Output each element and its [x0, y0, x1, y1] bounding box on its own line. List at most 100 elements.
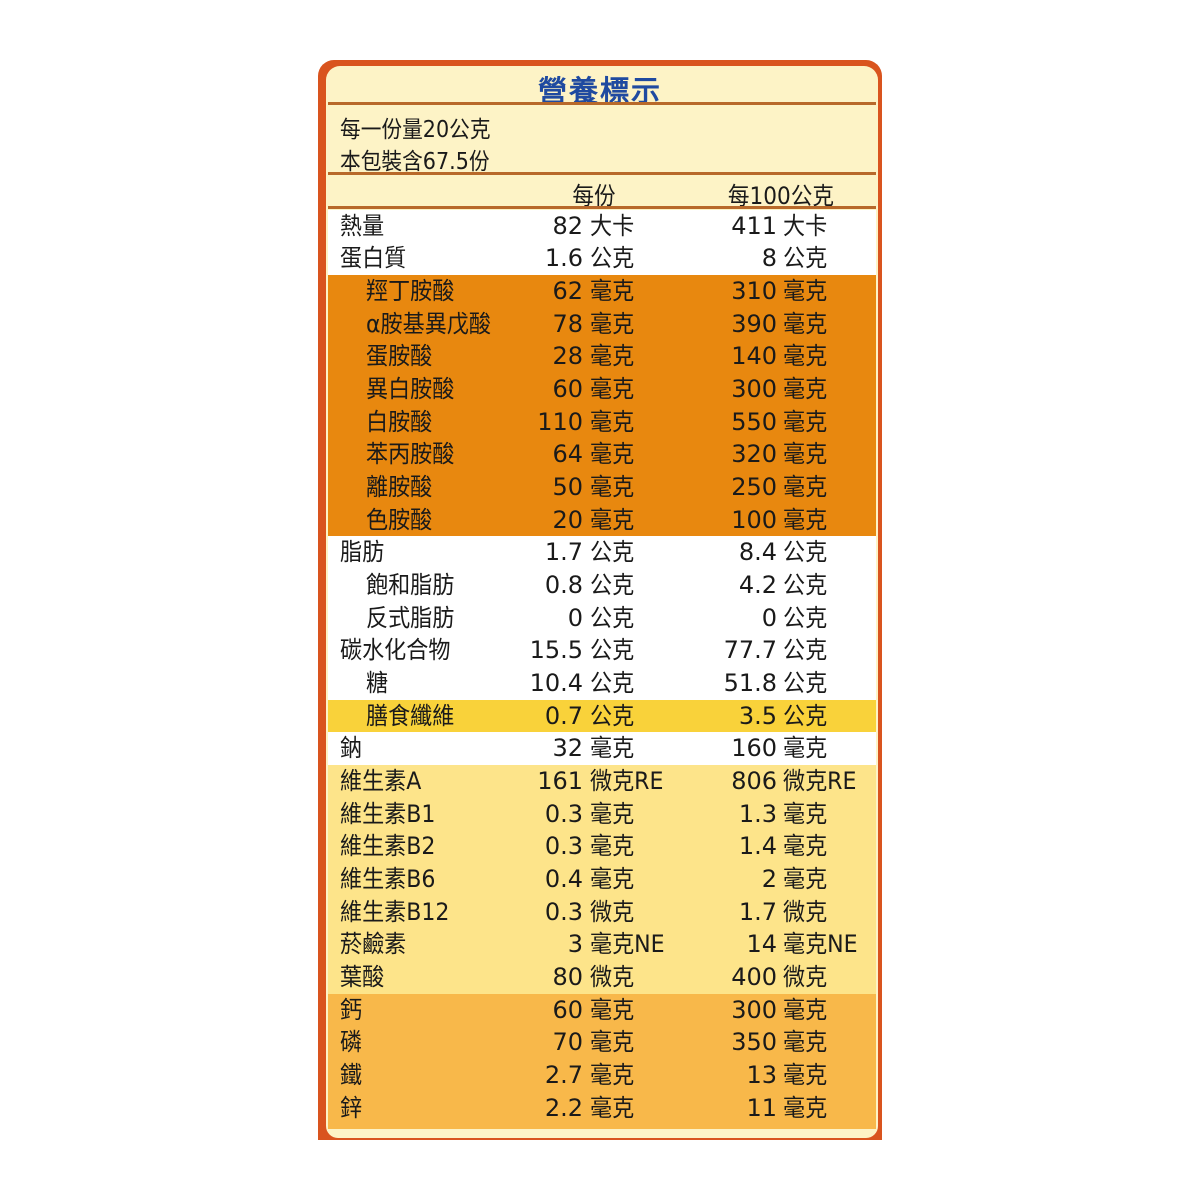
per-serving-unit: 公克: [590, 538, 635, 567]
per-serving-value: 3: [567, 930, 583, 959]
per-serving-value: 50: [552, 472, 583, 501]
column-header-per-serving: 每份: [572, 182, 616, 210]
per-100g-value: 2: [761, 864, 777, 893]
per-serving-value: 0.4: [544, 864, 583, 893]
nutrient-name: 鈉: [340, 734, 363, 763]
per-serving-unit: 毫克: [590, 440, 635, 469]
nutrient-name: 色胺酸: [366, 505, 433, 534]
per-serving-unit: 公克: [590, 244, 635, 273]
table-row: 異白胺酸 60 毫克 300 毫克: [0, 373, 1200, 406]
per-serving-unit: 微克: [590, 897, 635, 926]
per-100g-value: 400: [731, 962, 777, 991]
nutrient-name: 羥丁胺酸: [366, 276, 455, 305]
per-serving-unit: 公克: [590, 636, 635, 665]
per-100g-value: 14: [746, 930, 777, 959]
per-serving-unit: 公克: [590, 570, 635, 599]
serving-size: 每一份量20公克: [340, 117, 491, 143]
per-serving-value: 62: [552, 276, 583, 305]
per-100g-value: 160: [731, 734, 777, 763]
per-serving-value: 80: [552, 962, 583, 991]
per-100g-unit: 毫克: [783, 1028, 828, 1057]
per-100g-unit: 微克RE: [783, 766, 857, 795]
per-100g-value: 1.7: [738, 897, 777, 926]
per-serving-value: 0: [567, 603, 583, 632]
fiber-band: [328, 699, 876, 733]
per-serving-unit: 毫克: [590, 276, 635, 305]
per-100g-unit: 毫克: [783, 407, 828, 436]
per-serving-value: 2.2: [544, 1093, 583, 1122]
per-100g-value: 350: [731, 1028, 777, 1057]
per-100g-value: 806: [731, 766, 777, 795]
per-100g-unit: 公克: [783, 244, 828, 273]
per-serving-unit: 毫克: [590, 374, 635, 403]
per-serving-value: 78: [552, 309, 583, 338]
per-serving-value: 2.7: [544, 1060, 583, 1089]
per-100g-unit: 微克: [783, 897, 828, 926]
per-serving-value: 161: [537, 766, 583, 795]
per-serving-value: 0.3: [544, 799, 583, 828]
table-row: 鈣 60 毫克 300 毫克: [0, 994, 1200, 1027]
per-serving-value: 20: [552, 505, 583, 534]
nutrient-name: 磷: [340, 1028, 363, 1057]
per-100g-value: 411: [731, 211, 777, 240]
per-100g-value: 3.5: [738, 701, 777, 730]
nutrient-name: 菸鹼素: [340, 930, 407, 959]
per-100g-value: 0: [761, 603, 777, 632]
table-row: 糖 10.4 公克 51.8 公克: [0, 667, 1200, 700]
table-row: 鈉 32 毫克 160 毫克: [0, 732, 1200, 765]
per-100g-unit: 微克: [783, 962, 828, 991]
per-100g-value: 4.2: [738, 570, 777, 599]
per-serving-value: 60: [552, 374, 583, 403]
table-row: 脂肪 1.7 公克 8.4 公克: [0, 536, 1200, 569]
nutrient-name: 苯丙胺酸: [366, 440, 455, 469]
per-100g-unit: 公克: [783, 538, 828, 567]
per-100g-value: 550: [731, 407, 777, 436]
table-row: 碳水化合物 15.5 公克 77.7 公克: [0, 634, 1200, 667]
per-serving-value: 10.4: [529, 668, 583, 697]
per-serving-unit: 毫克: [590, 1060, 635, 1089]
per-100g-unit: 毫克: [783, 309, 828, 338]
table-row: 維生素A 161 微克RE 806 微克RE: [0, 765, 1200, 798]
white-band: [328, 732, 876, 765]
per-serving-unit: 毫克: [590, 407, 635, 436]
per-100g-unit: 毫克: [783, 995, 828, 1024]
table-row: 白胺酸 110 毫克 550 毫克: [0, 406, 1200, 439]
per-serving-value: 1.7: [544, 538, 583, 567]
nutrient-name: 白胺酸: [366, 407, 433, 436]
per-100g-unit: 毫克: [783, 440, 828, 469]
per-100g-unit: 公克: [783, 636, 828, 665]
per-serving-value: 1.6: [544, 244, 583, 273]
nutrient-name: 葉酸: [340, 962, 385, 991]
nutrient-name: 飽和脂肪: [366, 570, 455, 599]
per-serving-unit: 毫克: [590, 864, 635, 893]
per-100g-value: 300: [731, 995, 777, 1024]
per-100g-value: 77.7: [723, 636, 777, 665]
white-band: [328, 536, 876, 700]
per-100g-unit: 毫克: [783, 374, 828, 403]
per-serving-value: 0.3: [544, 832, 583, 861]
per-serving-value: 0.3: [544, 897, 583, 926]
per-serving-unit: 公克: [590, 603, 635, 632]
nutrient-name: 蛋白質: [340, 244, 407, 273]
divider: [328, 102, 876, 105]
per-100g-value: 300: [731, 374, 777, 403]
table-row: 維生素B12 0.3 微克 1.7 微克: [0, 896, 1200, 929]
per-100g-value: 1.3: [738, 799, 777, 828]
white-band: [328, 209, 876, 275]
per-serving-value: 60: [552, 995, 583, 1024]
per-100g-unit: 毫克: [783, 505, 828, 534]
table-row: 維生素B2 0.3 毫克 1.4 毫克: [0, 830, 1200, 863]
per-100g-unit: 毫克: [783, 832, 828, 861]
per-serving-unit: 公克: [590, 668, 635, 697]
nutrient-name: 維生素B12: [340, 897, 450, 926]
table-row: 離胺酸 50 毫克 250 毫克: [0, 471, 1200, 504]
servings-per-package: 本包裝含67.5份: [340, 149, 490, 175]
amino-acid-band: [328, 274, 876, 537]
nutrient-name: 熱量: [340, 211, 385, 240]
per-100g-unit: 公克: [783, 668, 828, 697]
per-100g-value: 8.4: [738, 538, 777, 567]
per-serving-unit: 公克: [590, 701, 635, 730]
nutrient-name: 碳水化合物: [340, 636, 451, 665]
per-100g-unit: 公克: [783, 570, 828, 599]
per-100g-unit: 毫克: [783, 276, 828, 305]
